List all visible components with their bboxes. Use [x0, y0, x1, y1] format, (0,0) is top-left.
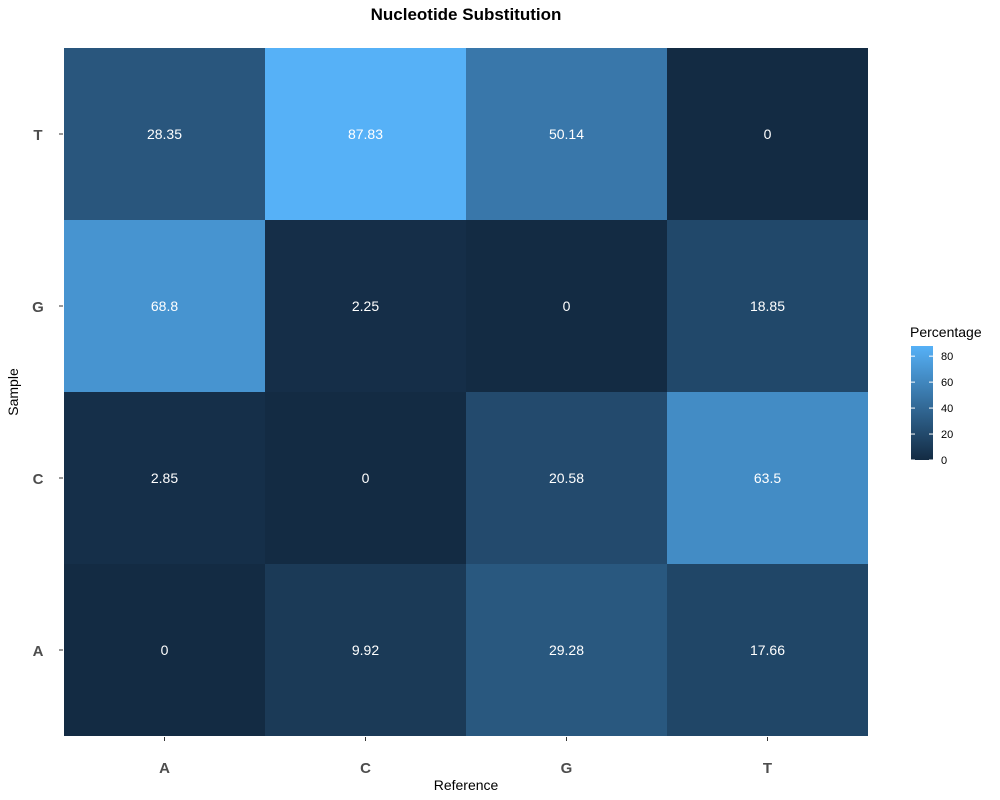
chart-title: Nucleotide Substitution: [371, 5, 562, 24]
legend-colorbar: [911, 346, 933, 460]
heatmap-cell: [265, 392, 466, 564]
heatmap-cell: [64, 48, 265, 220]
legend-tick-label: 60: [941, 377, 953, 389]
y-tick-label: C: [33, 471, 44, 488]
cell-value-label: 63.5: [754, 470, 781, 486]
heatmap-cells: 0 9.92 29.28 17.66 2.85 0 20.58 63.5 68.8 2.25 0 18…: [64, 48, 868, 736]
heatmap-cell: [466, 564, 667, 736]
heatmap-cell: [667, 48, 868, 220]
y-axis-title: Sample: [5, 368, 21, 416]
legend-title: Percentage: [910, 324, 982, 340]
legend-tick-label: 20: [941, 429, 953, 441]
x-tick-label: G: [561, 760, 573, 777]
legend-tick-label: 0: [941, 455, 947, 467]
cell-value-label: 9.92: [352, 642, 379, 658]
heatmap-cell: [265, 48, 466, 220]
heatmap-cell: [265, 564, 466, 736]
cell-value-label: 0: [764, 126, 772, 142]
x-tick-label: C: [360, 760, 371, 777]
heatmap-cell: [667, 392, 868, 564]
heatmap-cell: [64, 392, 265, 564]
legend-tick-label: 80: [941, 351, 953, 363]
cell-value-label: 29.28: [549, 642, 584, 658]
y-tick-label: A: [33, 643, 44, 660]
heatmap-cell: [667, 564, 868, 736]
y-axis: A C G T: [32, 127, 63, 660]
heatmap-cell: [64, 564, 265, 736]
cell-value-label: 68.8: [151, 298, 178, 314]
heatmap-cell: [265, 220, 466, 392]
cell-value-label: 18.85: [750, 298, 785, 314]
cell-value-label: 17.66: [750, 642, 785, 658]
legend-tick-label: 40: [941, 403, 953, 415]
cell-value-label: 28.35: [147, 126, 182, 142]
legend: Percentage 0 20 40 60 80: [910, 324, 982, 467]
cell-value-label: 2.25: [352, 298, 379, 314]
heatmap-cell: [466, 392, 667, 564]
y-tick-label: T: [33, 127, 42, 144]
cell-value-label: 87.83: [348, 126, 383, 142]
y-tick-label: G: [32, 299, 44, 316]
heatmap-cell: [466, 220, 667, 392]
cell-value-label: 2.85: [151, 470, 178, 486]
x-tick-label: A: [159, 760, 170, 777]
cell-value-label: 50.14: [549, 126, 584, 142]
cell-value-label: 0: [563, 298, 571, 314]
heatmap-cell: [64, 220, 265, 392]
x-axis-title: Reference: [434, 777, 499, 793]
x-tick-label: T: [763, 760, 772, 777]
cell-value-label: 0: [362, 470, 370, 486]
heatmap-cell: [667, 220, 868, 392]
cell-value-label: 0: [161, 642, 169, 658]
heatmap-cell: [466, 48, 667, 220]
cell-value-label: 20.58: [549, 470, 584, 486]
